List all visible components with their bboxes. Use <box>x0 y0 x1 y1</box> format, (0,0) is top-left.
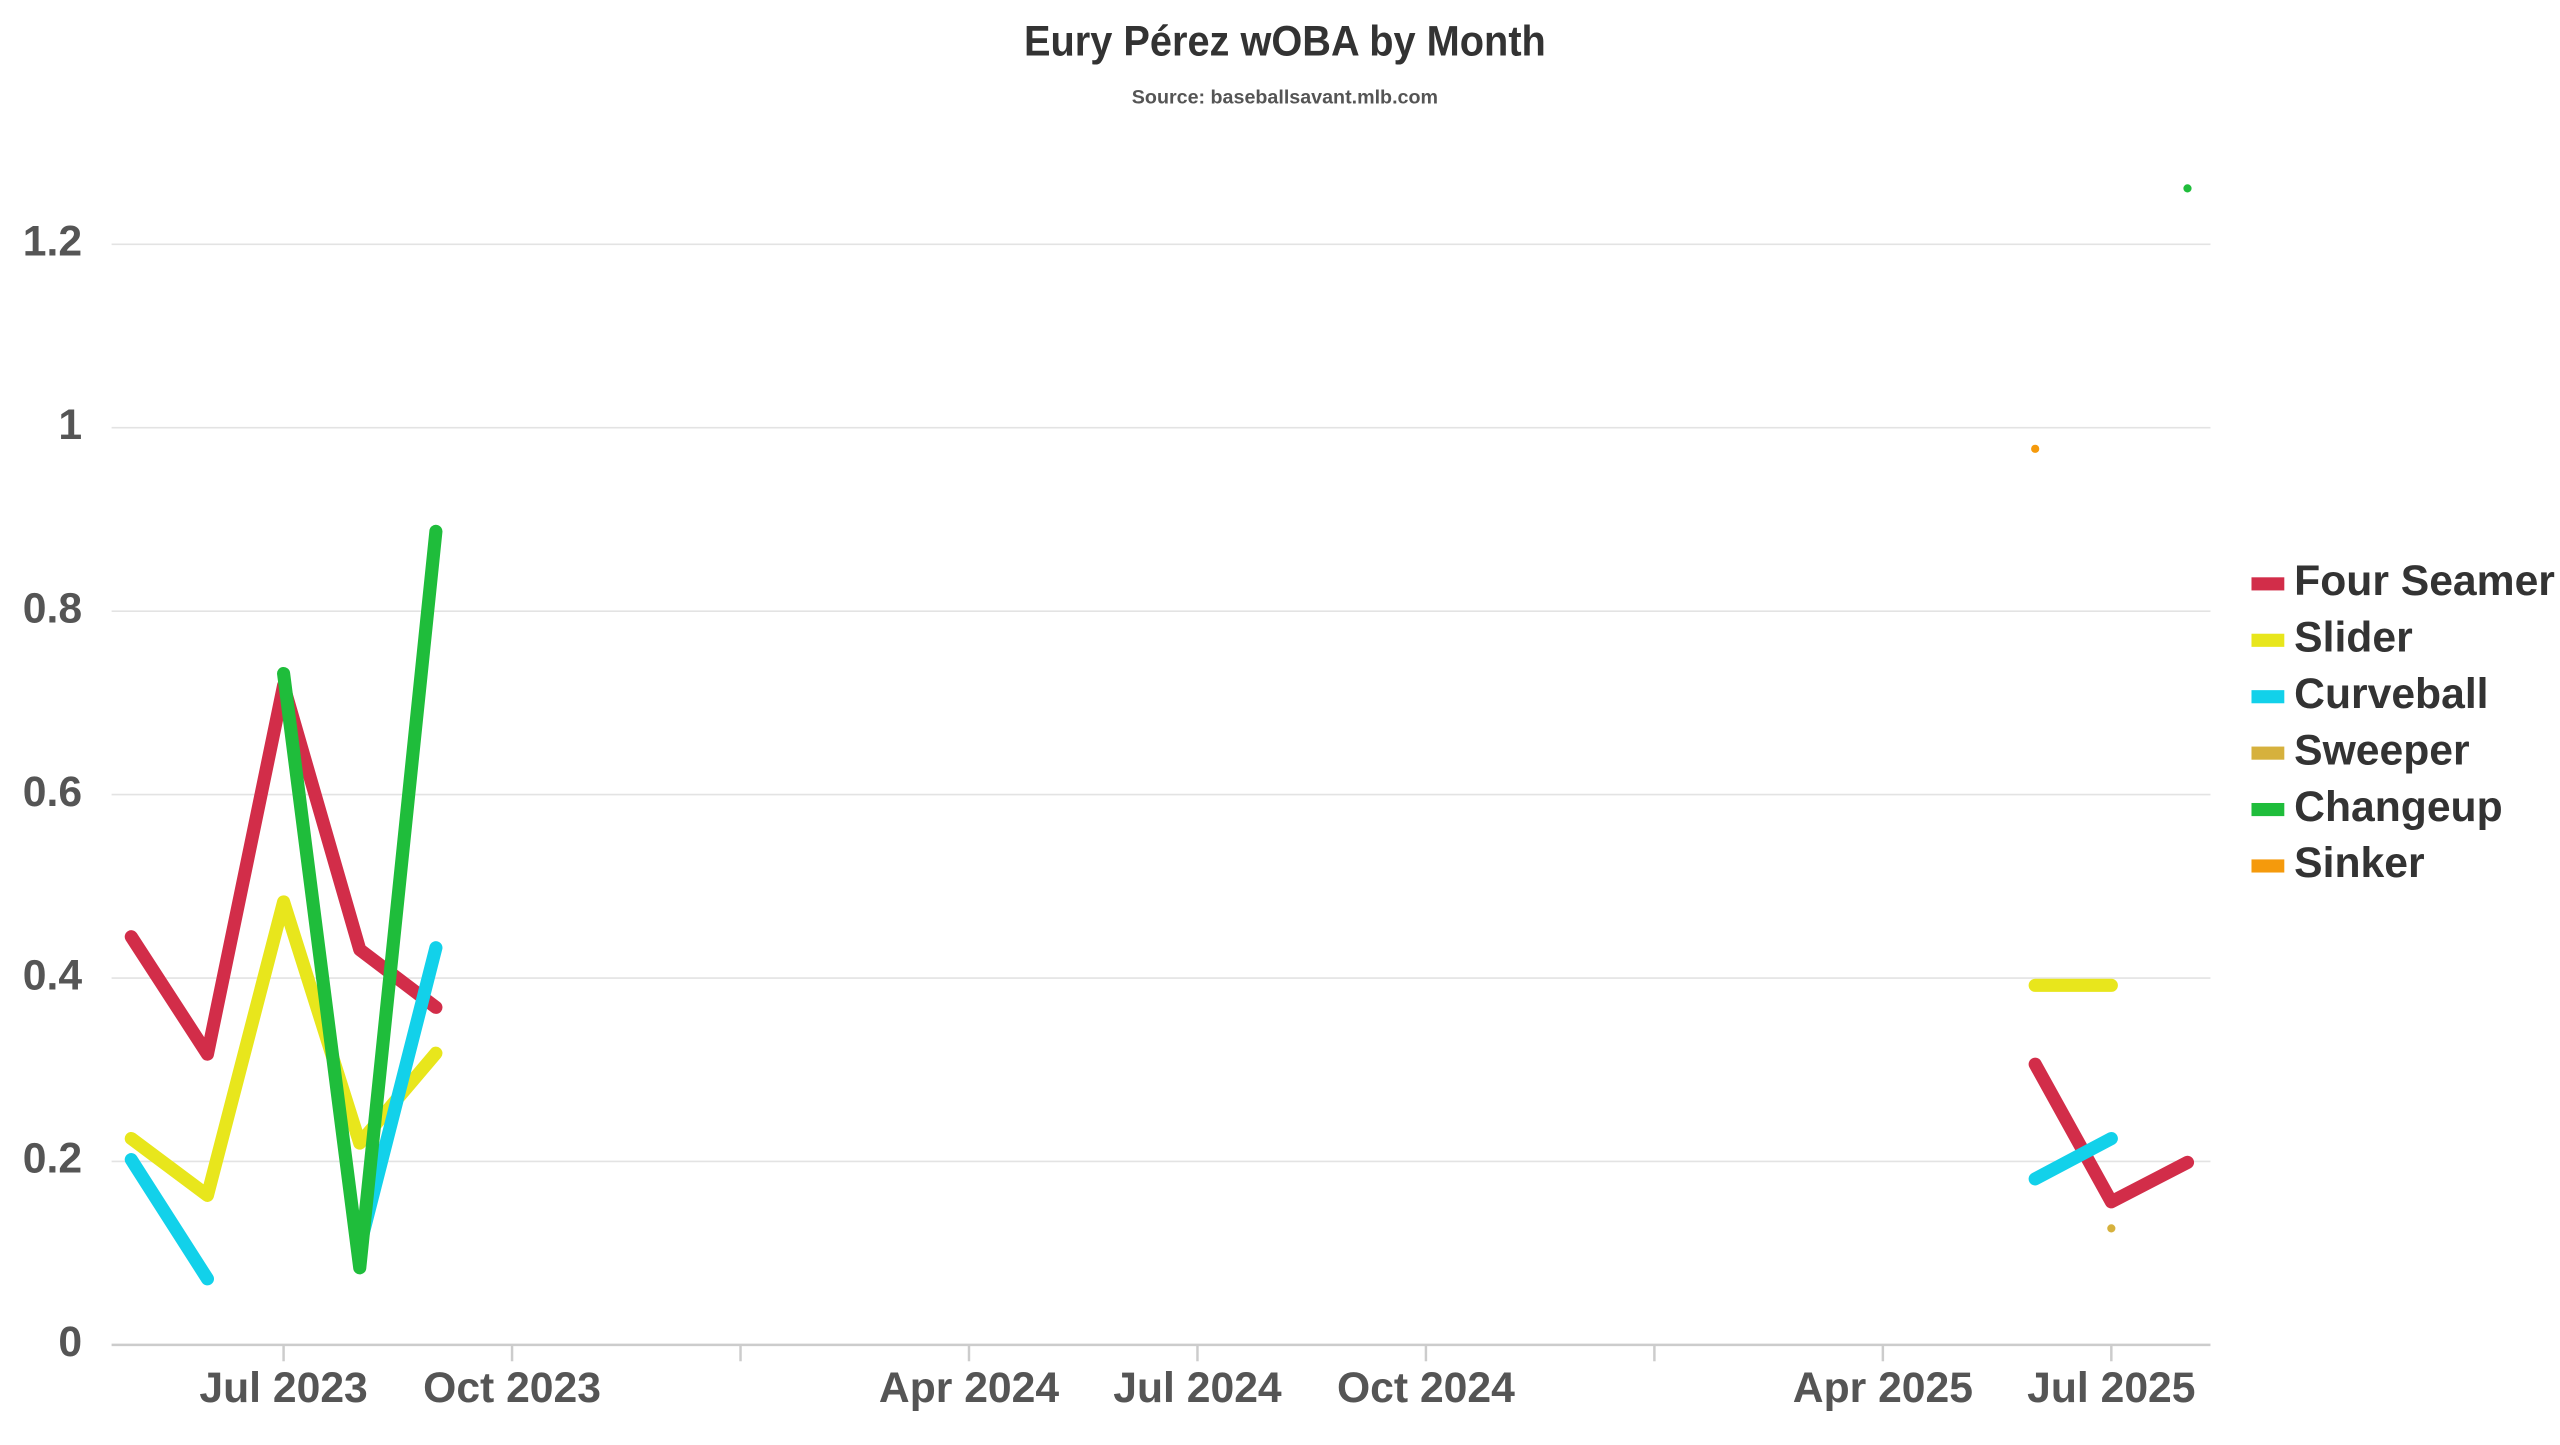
legend-label: Changeup <box>2294 783 2503 831</box>
series-line <box>2028 1131 2118 1186</box>
legend-label: Sinker <box>2294 839 2424 887</box>
x-tick-label: Jul 2025 <box>2027 1364 2195 1412</box>
y-tick-label: 0.4 <box>23 951 83 999</box>
legend-swatch <box>2251 859 2285 873</box>
point <box>2031 444 2040 453</box>
legend-swatch <box>2251 690 2285 704</box>
x-tick-label: Oct 2023 <box>423 1364 601 1412</box>
legend-label: Four Seamer <box>2294 557 2555 605</box>
x-tick-label: Apr 2025 <box>1793 1364 1973 1412</box>
chart-subtitle: Source: baseballsavant.mlb.com <box>1132 87 1438 109</box>
x-tick-label: Apr 2024 <box>879 1364 1059 1412</box>
x-tick-label: Oct 2024 <box>1337 1364 1515 1412</box>
point <box>2107 1224 2116 1233</box>
point <box>2183 184 2192 193</box>
chart-title: Eury Pérez wOBA by Month <box>1024 18 1546 66</box>
y-tick-label: 0.8 <box>23 584 82 632</box>
y-tick-label: 1 <box>58 401 82 449</box>
y-tick-label: 0.2 <box>23 1135 82 1183</box>
legend-label: Sweeper <box>2294 726 2469 774</box>
series-line <box>277 524 443 1275</box>
legend-label: Curveball <box>2294 670 2488 718</box>
legend-swatch <box>2251 746 2285 760</box>
legend-swatch <box>2251 577 2285 591</box>
series-line <box>124 1153 215 1286</box>
series-line <box>2028 1057 2195 1209</box>
x-tick-label: Jul 2023 <box>199 1364 367 1412</box>
legend-label: Slider <box>2294 614 2413 662</box>
legend-swatch <box>2251 802 2285 817</box>
series-line <box>124 895 443 1202</box>
legend-swatch <box>2251 633 2285 647</box>
y-tick-label: 0 <box>58 1318 82 1366</box>
y-tick-label: 0.6 <box>23 768 82 816</box>
y-tick-label: 1.2 <box>23 218 82 266</box>
x-tick-label: Jul 2024 <box>1113 1364 1282 1412</box>
